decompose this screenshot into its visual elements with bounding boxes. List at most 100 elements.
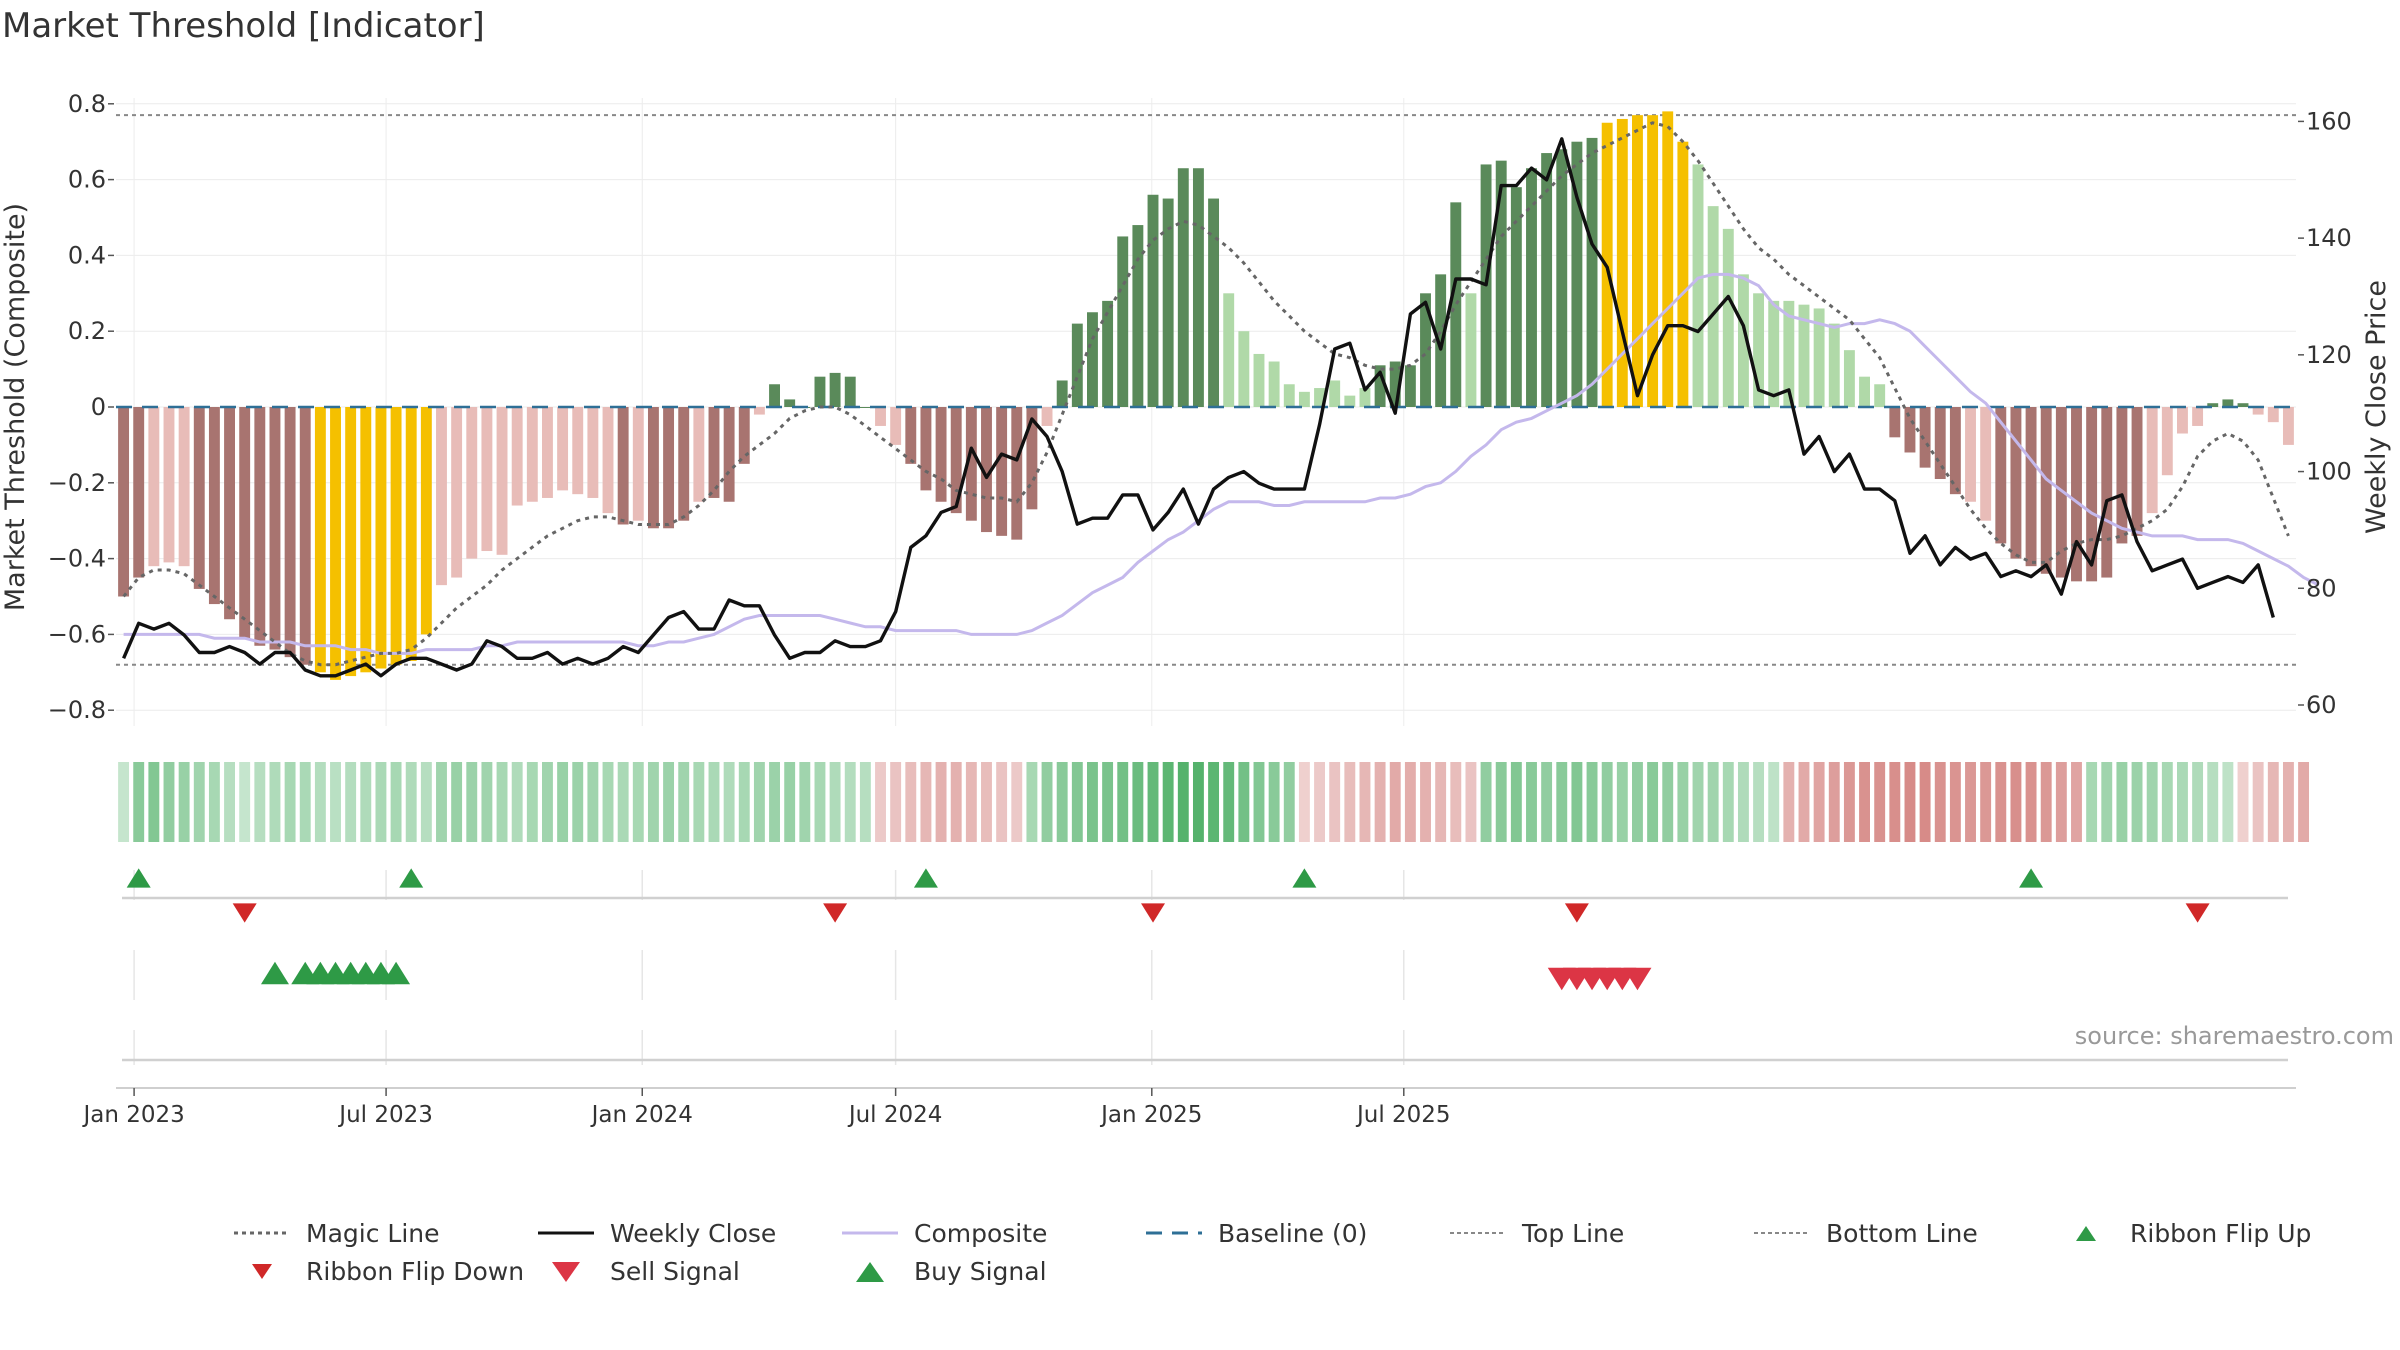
ribbon-cell <box>2131 762 2143 842</box>
ribbon-cell <box>1238 762 1250 842</box>
ribbon-cell <box>1056 762 1068 842</box>
composite-bar <box>965 407 977 521</box>
composite-bar <box>1102 300 1114 407</box>
ribbon-cell <box>1874 762 1886 842</box>
composite-bar <box>163 407 175 563</box>
composite-bar <box>859 407 871 408</box>
composite-bar <box>466 407 478 559</box>
ribbon-cell <box>1132 762 1144 842</box>
x-tick-label: Jul 2023 <box>337 1102 433 1128</box>
ribbon-cell <box>1389 762 1401 842</box>
ribbon-cell <box>678 762 690 842</box>
composite-bar <box>1692 164 1704 407</box>
ribbon-cell <box>996 762 1008 842</box>
ribbon-cell <box>2192 762 2204 842</box>
ribbon-cell <box>1722 762 1734 842</box>
ribbon-cell <box>2040 762 2052 842</box>
ribbon-cell <box>1965 762 1976 842</box>
composite-bar <box>208 407 220 605</box>
ribbon-cell <box>1753 762 1765 842</box>
ribbon-cell <box>1102 762 1114 842</box>
y2-tick-label: 80 <box>2306 574 2337 602</box>
ribbon-cell <box>2177 762 2188 842</box>
composite-bar <box>1541 153 1553 407</box>
composite-bar <box>1495 160 1507 407</box>
composite-bar <box>1420 293 1431 407</box>
ribbon-flip-up-marker <box>2019 868 2044 888</box>
composite-bar <box>2282 407 2294 445</box>
y2-tick-label: 160 <box>2306 107 2352 135</box>
composite-bar <box>1314 388 1325 407</box>
composite-bar <box>360 407 372 673</box>
composite-bar <box>1162 198 1174 407</box>
composite-bar <box>1571 141 1583 407</box>
ribbon-cell <box>254 762 266 842</box>
ribbon-cell <box>617 762 629 842</box>
ribbon-cell <box>178 762 190 842</box>
ribbon-cell <box>390 762 402 842</box>
ribbon-cell <box>708 762 720 842</box>
composite-bar <box>254 407 266 646</box>
ribbon-cell <box>330 762 341 842</box>
ribbon-cell <box>2267 762 2279 842</box>
ribbon-cell <box>1813 762 1825 842</box>
ribbon-cell <box>2222 762 2234 842</box>
ribbon-cell <box>1192 762 1204 842</box>
composite-bar <box>829 372 841 407</box>
ribbon-cell <box>163 762 175 842</box>
ribbon-strip <box>118 762 2310 842</box>
ribbon-cell <box>905 762 917 842</box>
ribbon-cell <box>890 762 902 842</box>
composite-bar <box>1147 194 1159 407</box>
composite-bar <box>1359 388 1371 407</box>
composite-bar <box>1404 365 1416 407</box>
ribbon-cell <box>1435 762 1447 842</box>
composite-bar <box>2131 407 2143 536</box>
ribbon-cell <box>1889 762 1901 842</box>
y-tick-label: −0.6 <box>48 620 106 648</box>
ribbon-cell <box>1298 762 1310 842</box>
ribbon-cell <box>1510 762 1522 842</box>
composite-bar <box>299 407 311 665</box>
composite-bar <box>1132 225 1144 407</box>
ribbon-cell <box>511 762 523 842</box>
y-tick-label: −0.4 <box>48 545 106 573</box>
ribbon-cell <box>436 762 447 842</box>
composite-bar <box>2116 407 2128 544</box>
composite-bar <box>1208 198 1220 407</box>
composite-bar <box>118 407 130 597</box>
signal-panels <box>116 868 2296 1089</box>
composite-bar <box>1662 111 1674 407</box>
ribbon-cell <box>1843 762 1855 842</box>
composite-bar <box>1828 323 1840 407</box>
ribbon-cell <box>193 762 205 842</box>
ribbon-cell <box>572 762 584 842</box>
composite-bar <box>1980 407 1992 521</box>
composite-bar <box>511 407 523 506</box>
composite-bar <box>224 407 235 620</box>
composite-bar <box>1753 293 1765 407</box>
ribbon-cell <box>2025 762 2037 842</box>
ribbon-cell <box>2071 762 2082 842</box>
composite-bar <box>420 407 432 635</box>
composite-bar <box>2192 407 2204 426</box>
composite-bar <box>1707 206 1719 407</box>
composite-bar <box>950 407 962 514</box>
composite-bar <box>1889 407 1901 438</box>
ribbon-cell <box>1404 762 1416 842</box>
composite-bar <box>1934 407 1946 480</box>
ribbon-cell <box>1677 762 1689 842</box>
ribbon-cell <box>1601 762 1613 842</box>
composite-bar <box>1056 380 1068 407</box>
ribbon-cell <box>284 762 296 842</box>
composite-bar <box>1949 407 1961 495</box>
composite-bar <box>753 407 765 415</box>
ribbon-cell <box>1374 762 1386 842</box>
composite-bar <box>481 407 493 552</box>
composite-bar <box>1344 395 1356 407</box>
ribbon-cell <box>360 762 372 842</box>
ribbon-cell <box>2207 762 2219 842</box>
ribbon-cell <box>1359 762 1371 842</box>
composite-bar <box>1919 407 1931 468</box>
ribbon-cell <box>2298 762 2310 842</box>
